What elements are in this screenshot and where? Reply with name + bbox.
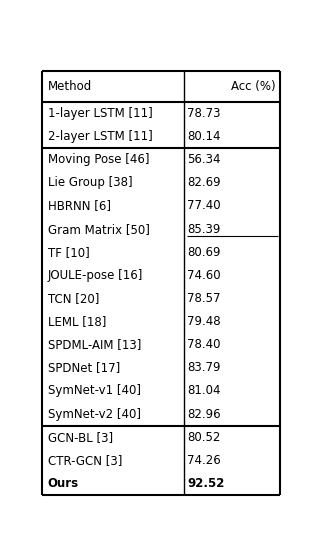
Text: SPDNet [17]: SPDNet [17] [48,361,120,374]
Text: GCN-BL [3]: GCN-BL [3] [48,431,113,444]
Text: 74.26: 74.26 [187,454,221,467]
Text: TCN [20]: TCN [20] [48,292,99,305]
Text: Ours: Ours [48,477,79,490]
Text: 79.48: 79.48 [187,315,221,328]
Text: 85.39: 85.39 [187,222,221,236]
Text: SymNet-v2 [40]: SymNet-v2 [40] [48,408,141,421]
Text: CTR-GCN [3]: CTR-GCN [3] [48,454,122,467]
Text: TF [10]: TF [10] [48,246,89,259]
Text: Lie Group [38]: Lie Group [38] [48,176,133,189]
Text: 78.73: 78.73 [187,107,221,120]
Text: 2-layer LSTM [11]: 2-layer LSTM [11] [48,130,153,143]
Text: 56.34: 56.34 [187,153,221,166]
Text: 80.14: 80.14 [187,130,221,143]
Text: 92.52: 92.52 [187,477,225,490]
Text: 82.96: 82.96 [187,408,221,421]
Text: 82.69: 82.69 [187,176,221,189]
Text: 80.52: 80.52 [187,431,221,444]
Text: 1-layer LSTM [11]: 1-layer LSTM [11] [48,107,153,120]
Text: Method: Method [48,80,92,93]
Text: SPDML-AIM [13]: SPDML-AIM [13] [48,338,141,351]
Text: 83.79: 83.79 [187,361,221,374]
Text: 81.04: 81.04 [187,384,221,398]
Text: 74.60: 74.60 [187,269,221,282]
Text: 80.69: 80.69 [187,246,221,259]
Text: Moving Pose [46]: Moving Pose [46] [48,153,149,166]
Text: JOULE-pose [16]: JOULE-pose [16] [48,269,143,282]
Text: 77.40: 77.40 [187,199,221,212]
Text: HBRNN [6]: HBRNN [6] [48,199,111,212]
Text: Gram Matrix [50]: Gram Matrix [50] [48,222,150,236]
Text: Acc (%): Acc (%) [231,80,275,93]
Text: 78.57: 78.57 [187,292,221,305]
Text: SymNet-v1 [40]: SymNet-v1 [40] [48,384,141,398]
Text: LEML [18]: LEML [18] [48,315,106,328]
Text: 78.40: 78.40 [187,338,221,351]
